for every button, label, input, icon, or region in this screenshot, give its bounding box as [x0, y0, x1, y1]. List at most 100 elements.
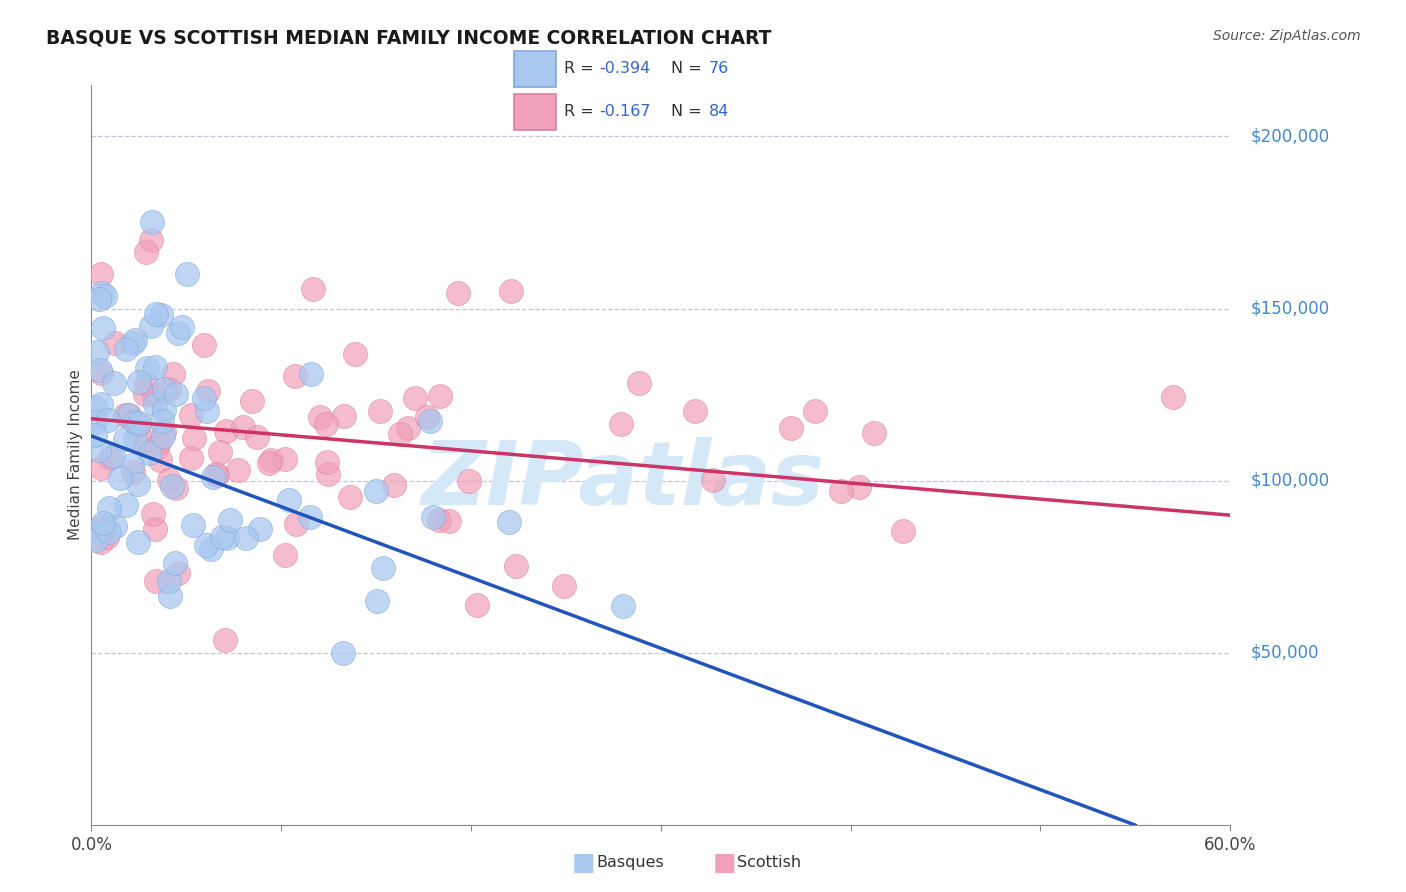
- Point: [87, 525, 110, 540]
- Point: [124, 432, 146, 446]
- Point: [96, 530, 118, 544]
- Point: [193, 391, 215, 405]
- Point: [163, 557, 186, 571]
- Point: [498, 515, 520, 529]
- Point: [176, 267, 198, 281]
- Text: 84: 84: [709, 104, 730, 119]
- Text: ■: ■: [572, 851, 595, 874]
- Text: $100,000: $100,000: [1251, 472, 1330, 490]
- Point: [316, 455, 339, 469]
- Point: [139, 233, 162, 247]
- Point: [339, 490, 361, 504]
- Point: [150, 414, 173, 428]
- Point: [863, 425, 886, 440]
- Point: [299, 368, 322, 382]
- Point: [143, 522, 166, 536]
- Point: [195, 403, 218, 417]
- Point: [193, 338, 215, 352]
- Point: [128, 416, 150, 430]
- Point: [157, 473, 180, 487]
- Point: [135, 376, 157, 391]
- Text: N =: N =: [671, 61, 707, 76]
- Text: BASQUE VS SCOTTISH MEDIAN FAMILY INCOME CORRELATION CHART: BASQUE VS SCOTTISH MEDIAN FAMILY INCOME …: [46, 29, 772, 47]
- Text: Source: ZipAtlas.com: Source: ZipAtlas.com: [1213, 29, 1361, 43]
- Point: [429, 389, 451, 403]
- Point: [90, 367, 112, 381]
- Point: [370, 404, 392, 418]
- Point: [98, 524, 121, 539]
- Point: [145, 442, 167, 456]
- Point: [612, 599, 634, 613]
- Point: [157, 574, 180, 589]
- Point: [98, 500, 121, 515]
- Point: [389, 427, 412, 442]
- Point: [90, 520, 112, 534]
- Point: [142, 507, 165, 521]
- Point: [274, 451, 297, 466]
- Text: $50,000: $50,000: [1251, 644, 1319, 662]
- Point: [101, 449, 124, 463]
- Point: [93, 289, 115, 303]
- Point: [205, 467, 228, 482]
- Point: [457, 474, 479, 488]
- Point: [87, 292, 110, 306]
- Point: [208, 445, 231, 459]
- Point: [145, 574, 167, 588]
- Point: [315, 417, 337, 432]
- Point: [1161, 390, 1184, 404]
- Point: [333, 409, 356, 424]
- Point: [134, 386, 156, 401]
- Point: [284, 516, 307, 531]
- Point: [90, 535, 112, 549]
- Point: [138, 446, 160, 460]
- Point: [153, 382, 176, 396]
- Point: [277, 492, 299, 507]
- Point: [419, 413, 441, 427]
- Point: [121, 458, 143, 472]
- Point: [465, 599, 488, 613]
- Point: [162, 368, 184, 382]
- Text: N =: N =: [671, 104, 707, 119]
- Point: [152, 429, 174, 443]
- Text: Scottish: Scottish: [737, 855, 801, 870]
- Point: [332, 646, 354, 660]
- Point: [152, 425, 174, 440]
- Point: [302, 282, 325, 296]
- Point: [309, 409, 332, 424]
- Point: [122, 336, 145, 351]
- Point: [214, 633, 236, 648]
- Point: [194, 537, 217, 551]
- Point: [366, 593, 388, 607]
- Text: R =: R =: [564, 104, 603, 119]
- Point: [499, 285, 522, 299]
- Point: [86, 344, 108, 359]
- Point: [217, 532, 239, 546]
- Text: ZIPatlas: ZIPatlas: [422, 437, 824, 524]
- Point: [226, 462, 249, 476]
- Point: [103, 376, 125, 391]
- Point: [91, 320, 114, 334]
- Point: [218, 513, 240, 527]
- Point: [108, 471, 131, 485]
- Text: -0.167: -0.167: [599, 104, 651, 119]
- FancyBboxPatch shape: [515, 51, 555, 87]
- Point: [91, 516, 114, 531]
- Point: [160, 479, 183, 493]
- Point: [396, 421, 419, 435]
- Point: [779, 421, 801, 435]
- Point: [259, 453, 281, 467]
- Point: [104, 518, 127, 533]
- Point: [803, 404, 825, 418]
- Point: [207, 467, 229, 482]
- Point: [157, 382, 180, 396]
- Point: [143, 388, 166, 402]
- Point: [141, 318, 163, 333]
- Point: [202, 470, 225, 484]
- Point: [249, 522, 271, 536]
- Point: [114, 408, 136, 422]
- Point: [135, 245, 157, 260]
- Text: Basques: Basques: [596, 855, 664, 870]
- Point: [200, 542, 222, 557]
- Point: [215, 425, 238, 439]
- Point: [830, 484, 852, 499]
